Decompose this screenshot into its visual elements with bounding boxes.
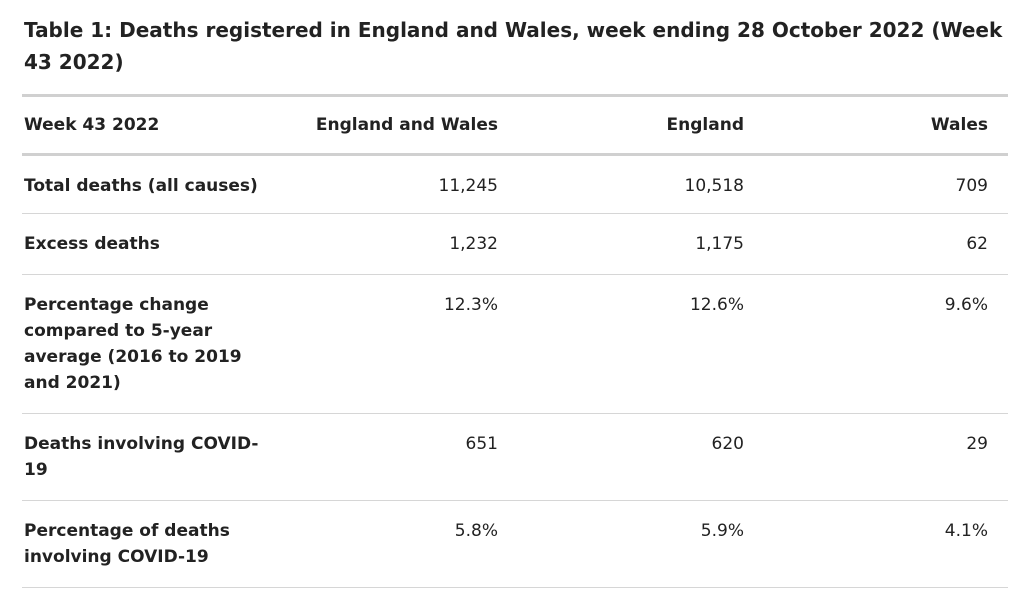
table-row: Excess deaths 1,232 1,175 62	[22, 214, 1008, 275]
header-wales: Wales	[930, 115, 988, 135]
cell-wales: 709	[955, 176, 988, 196]
row-label: Total deaths (all causes)	[24, 176, 258, 196]
table-body: Total deaths (all causes) 11,245 10,518 …	[22, 155, 1008, 588]
table-row: Deaths involving COVID-19 651 620 29	[22, 414, 1008, 501]
cell-wales: 9.6%	[944, 295, 988, 315]
cell-england: 10,518	[684, 176, 744, 196]
cell-england: 1,175	[695, 234, 744, 254]
header-row: Week 43 2022 England and Wales England W…	[22, 95, 1008, 155]
cell-england-and-wales: 1,232	[449, 234, 498, 254]
row-label: Deaths involving COVID-19	[24, 434, 259, 480]
table-row: Percentage change compared to 5-year ave…	[22, 275, 1008, 414]
row-label: Percentage change compared to 5-year ave…	[24, 295, 242, 393]
cell-england: 12.6%	[689, 295, 744, 315]
row-label: Percentage of deaths involving COVID-19	[24, 521, 230, 567]
table-caption: Table 1: Deaths registered in England an…	[24, 18, 1003, 74]
cell-england-and-wales: 5.8%	[454, 521, 498, 541]
cell-england-and-wales: 12.3%	[443, 295, 498, 315]
cell-wales: 62	[966, 234, 988, 254]
header-week: Week 43 2022	[24, 115, 160, 135]
cell-england: 5.9%	[700, 521, 744, 541]
header-england-and-wales: England and Wales	[315, 115, 498, 135]
table-row: Total deaths (all causes) 11,245 10,518 …	[22, 155, 1008, 214]
cell-england: 620	[711, 434, 744, 454]
cell-england-and-wales: 11,245	[438, 176, 498, 196]
deaths-table: Week 43 2022 England and Wales England W…	[22, 94, 1008, 588]
cell-wales: 29	[966, 434, 988, 454]
table-header: Week 43 2022 England and Wales England W…	[22, 95, 1008, 155]
row-label: Excess deaths	[24, 234, 160, 254]
cell-wales: 4.1%	[944, 521, 988, 541]
cell-england-and-wales: 651	[465, 434, 498, 454]
header-england: England	[666, 115, 744, 135]
table-row: Percentage of deaths involving COVID-19 …	[22, 501, 1008, 588]
